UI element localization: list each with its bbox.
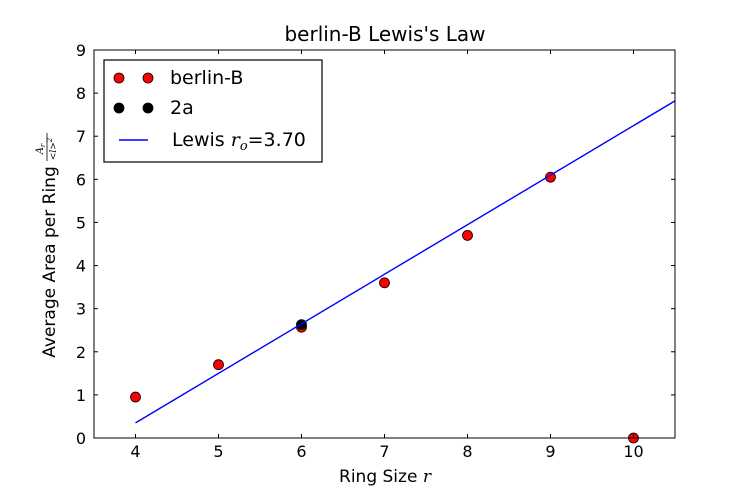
y-tick-label-5: 5 xyxy=(76,213,86,232)
legend-label-2a: 2a xyxy=(170,97,194,119)
legend-marker-2a-1 xyxy=(113,102,125,114)
series-line-lewis xyxy=(135,100,676,424)
axis-ticks: 4 5 6 7 8 9 10 0 1 2 3 4 5 6 7 8 9 xyxy=(76,41,675,461)
data-point-berlin-b-5 xyxy=(213,359,224,371)
y-tick-label-0: 0 xyxy=(76,429,86,448)
chart-title: berlin-B Lewis's Law xyxy=(284,22,485,46)
x-tick-label-4: 4 xyxy=(130,442,140,461)
legend-entry-berlin-b: berlin-B xyxy=(113,67,243,89)
x-tick-label-7: 7 xyxy=(379,442,389,461)
legend-marker-berlin-b-2 xyxy=(142,72,154,84)
x-tick-label-8: 8 xyxy=(462,442,472,461)
y-axis-label-text: Average Area per Ring xyxy=(40,166,60,357)
x-tick-label-5: 5 xyxy=(213,442,223,461)
x-axis-label-text: Ring Size xyxy=(339,467,417,487)
y-formula-numerator: Ar xyxy=(35,143,47,155)
x-tick-label-10: 10 xyxy=(623,442,643,461)
y-tick-label-6: 6 xyxy=(76,170,86,189)
legend-entry-2a: 2a xyxy=(113,97,194,119)
y-axis-label-formula: Ar <l>2 xyxy=(35,133,59,161)
y-tick-label-2: 2 xyxy=(76,343,86,362)
y-tick-label-4: 4 xyxy=(76,257,86,276)
legend: berlin-B 2a Lewis ro=3.70 xyxy=(103,59,323,163)
data-point-berlin-b-8 xyxy=(462,229,473,241)
x-axis-label: Ring Size r xyxy=(339,467,432,487)
legend-label-berlin-b: berlin-B xyxy=(170,67,243,89)
y-tick-label-8: 8 xyxy=(76,84,86,103)
data-point-berlin-b-4 xyxy=(130,391,141,403)
y-tick-label-3: 3 xyxy=(76,300,86,319)
x-axis-label-var: r xyxy=(423,467,432,487)
y-formula-denominator: <l>2 xyxy=(46,137,59,160)
legend-box xyxy=(103,59,323,163)
y-tick-label-1: 1 xyxy=(76,386,86,405)
y-tick-label-7: 7 xyxy=(76,127,86,146)
x-tick-label-6: 6 xyxy=(296,442,306,461)
data-point-berlin-b-9 xyxy=(545,171,556,183)
x-tick-label-9: 9 xyxy=(545,442,555,461)
legend-marker-2a-2 xyxy=(142,102,154,114)
data-point-berlin-b-7 xyxy=(379,277,390,289)
legend-entry-lewis: Lewis ro=3.70 xyxy=(119,129,306,154)
y-axis-label: Average Area per Ring Ar <l>2 xyxy=(35,133,60,358)
legend-label-lewis: Lewis ro=3.70 xyxy=(172,129,306,154)
legend-marker-berlin-b-1 xyxy=(113,72,125,84)
y-tick-label-9: 9 xyxy=(76,41,86,60)
